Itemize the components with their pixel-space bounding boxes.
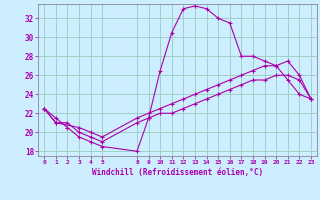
X-axis label: Windchill (Refroidissement éolien,°C): Windchill (Refroidissement éolien,°C) bbox=[92, 168, 263, 177]
